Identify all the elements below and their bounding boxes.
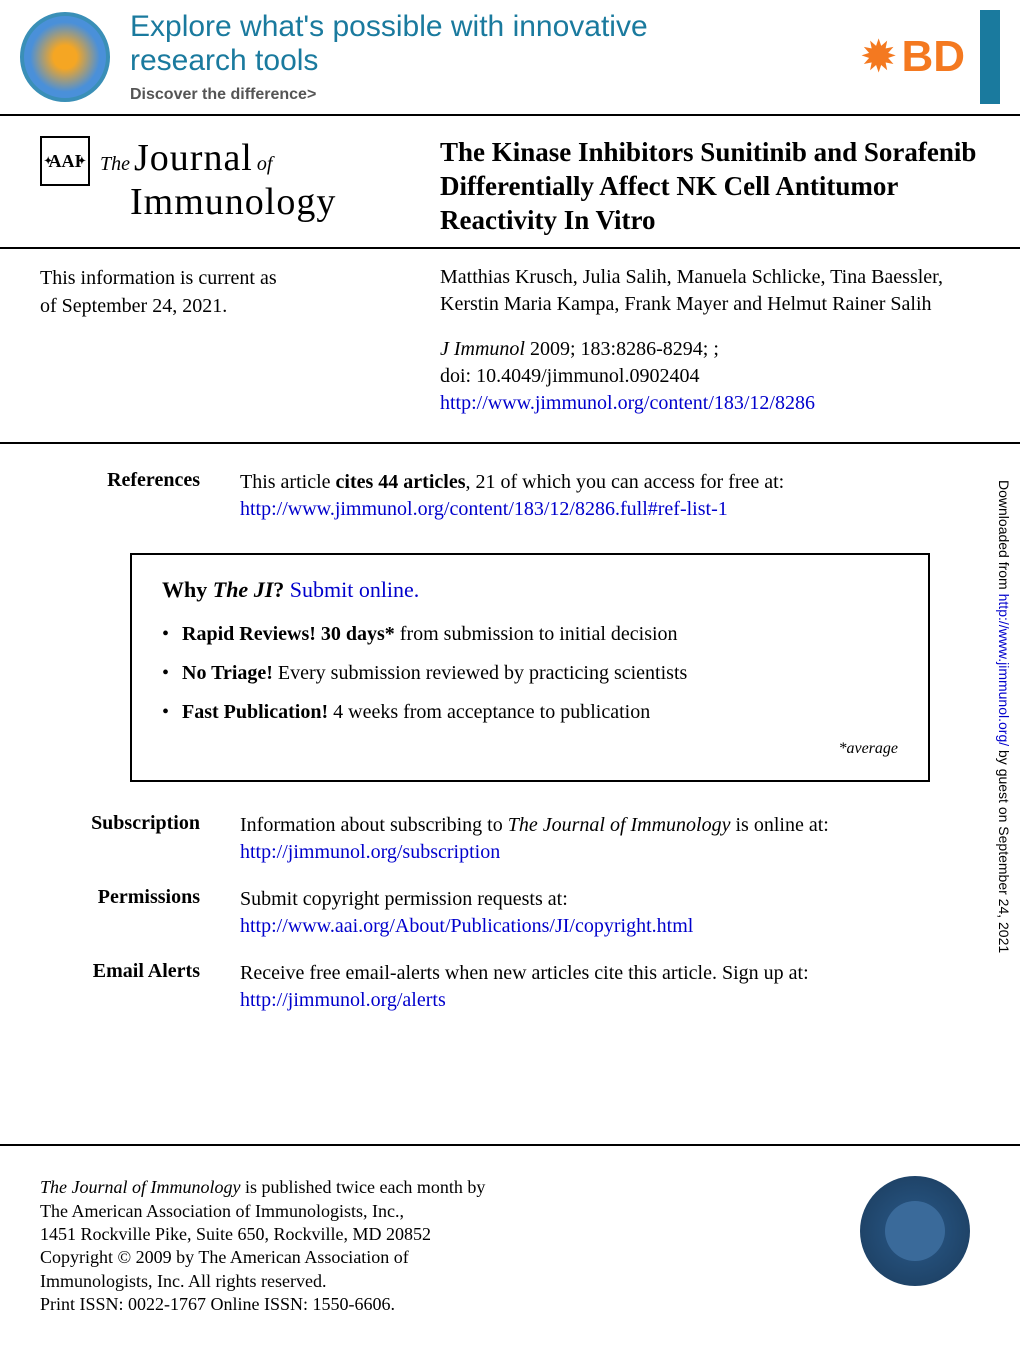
journal-immunology: Immunology [130,181,336,223]
permissions-label: Permissions [40,886,240,940]
sidebar-before: Downloaded from [996,480,1012,594]
banner-text-block: Explore what's possible with innovative … [130,10,862,104]
current-line1: This information is current as [40,267,277,289]
why-item-3-rest: 4 weeks from acceptance to publication [328,701,650,723]
sidebar-after: by guest on September 24, 2021 [996,746,1012,953]
banner-title-1: Explore what's possible with innovative [130,10,862,44]
references-url[interactable]: http://www.jimmunol.org/content/183/12/8… [240,498,728,520]
citation: J Immunol 2009; 183:8286-8294; ; doi: 10… [440,336,980,417]
seal-inner [885,1201,945,1261]
banner-end-bar [980,10,1000,104]
aai-badge: AAI [40,136,90,186]
footer: The Journal of Immunology is published t… [0,1144,1020,1336]
sidebar-url[interactable]: http://www.jimmunol.org/ [996,594,1012,747]
why-q: ? [273,577,290,602]
banner-title-2: research tools [130,44,862,78]
aai-seal-icon [860,1176,970,1286]
authors: Matthias Krusch, Julia Salih, Manuela Sc… [440,264,980,318]
journal-main: Journal [134,137,253,179]
footer-line2: The American Association of Immunologist… [40,1201,404,1221]
subscription-label: Subscription [40,812,240,866]
why-item-2-rest: Every submission reviewed by practicing … [273,662,687,684]
why-item-2: No Triage! Every submission reviewed by … [162,662,898,685]
article-title: The Kinase Inhibitors Sunitinib and Sora… [420,136,980,237]
references-label: References [40,469,240,523]
why-item-1: Rapid Reviews! 30 days* from submission … [162,623,898,646]
email-alerts-label: Email Alerts [40,960,240,1014]
permissions-row: Permissions Submit copyright permission … [0,876,1020,950]
footer-journal: The Journal of Immunology [40,1177,240,1197]
banner-icon [20,12,110,102]
permissions-content: Submit copyright permission requests at:… [240,886,980,940]
citation-ref: 2009; 183:8286-8294; ; [530,338,719,360]
why-list: Rapid Reviews! 30 days* from submission … [162,623,898,724]
citation-url[interactable]: http://www.jimmunol.org/content/183/12/8… [440,392,815,414]
current-line2: of September 24, 2021. [40,295,227,317]
citation-doi: doi: 10.4049/jimmunol.0902404 [440,365,699,387]
journal-the: The [100,153,130,175]
journal-name: The Journal of Immunology [100,136,336,224]
footer-line3: 1451 Rockville Pike, Suite 650, Rockvill… [40,1224,431,1244]
why-ji: The JI [213,577,274,602]
why-average: *average [162,740,898,758]
journal-logo: AAI The Journal of Immunology [40,136,420,237]
ref-text-before: This article [240,471,336,493]
why-item-1-bold: Rapid Reviews! 30 days* [182,623,395,645]
why-title: Why The JI? Submit online. [162,577,898,603]
sub-text-before: Information about subscribing to [240,814,508,836]
references-row: References This article cites 44 article… [0,444,1020,543]
banner-discover[interactable]: Discover the difference> [130,86,862,104]
subscription-url[interactable]: http://jimmunol.org/subscription [240,841,500,863]
email-alerts-content: Receive free email-alerts when new artic… [240,960,980,1014]
footer-line5: Immunologists, Inc. All rights reserved. [40,1271,326,1291]
perm-text: Submit copyright permission requests at: [240,888,568,910]
citation-journal: J Immunol [440,338,525,360]
why-item-3-bold: Fast Publication! [182,701,328,723]
email-alerts-row: Email Alerts Receive free email-alerts w… [0,950,1020,1024]
why-item-2-bold: No Triage! [182,662,273,684]
submit-online-link[interactable]: Submit online. [290,577,420,602]
permissions-url[interactable]: http://www.aai.org/About/Publications/JI… [240,915,693,937]
references-content: This article cites 44 articles, 21 of wh… [240,469,980,523]
ad-banner: Explore what's possible with innovative … [0,0,1020,116]
why-box: Why The JI? Submit online. Rapid Reviews… [130,553,930,782]
bd-label: BD [901,32,965,82]
subscription-row: Subscription Information about subscribi… [0,802,1020,876]
gear-icon: ✹ [862,34,896,80]
journal-of: of [257,153,273,175]
footer-line6: Print ISSN: 0022-1767 Online ISSN: 1550-… [40,1294,395,1314]
alerts-text: Receive free email-alerts when new artic… [240,962,809,984]
footer-line1-rest: is published twice each month by [240,1177,485,1197]
subscription-content: Information about subscribing to The Jou… [240,812,980,866]
ref-cites: cites 44 articles [336,471,466,493]
info-row: This information is current as of Septem… [0,249,1020,444]
email-alerts-url[interactable]: http://jimmunol.org/alerts [240,989,446,1011]
header-row: AAI The Journal of Immunology The Kinase… [0,116,1020,249]
current-info: This information is current as of Septem… [40,264,420,417]
why-label: Why [162,577,213,602]
footer-text: The Journal of Immunology is published t… [40,1176,860,1316]
sub-journal: The Journal of Immunology [508,814,731,836]
footer-seal-container [860,1176,980,1296]
why-item-3: Fast Publication! 4 weeks from acceptanc… [162,701,898,724]
info-right: Matthias Krusch, Julia Salih, Manuela Sc… [420,264,980,417]
sub-text-after: is online at: [731,814,829,836]
ref-text-after: , 21 of which you can access for free at… [465,471,784,493]
download-sidebar: Downloaded from http://www.jimmunol.org/… [996,480,1012,953]
footer-line4: Copyright © 2009 by The American Associa… [40,1247,409,1267]
bd-logo: ✹ BD [862,32,965,82]
why-item-1-rest: from submission to initial decision [395,623,678,645]
